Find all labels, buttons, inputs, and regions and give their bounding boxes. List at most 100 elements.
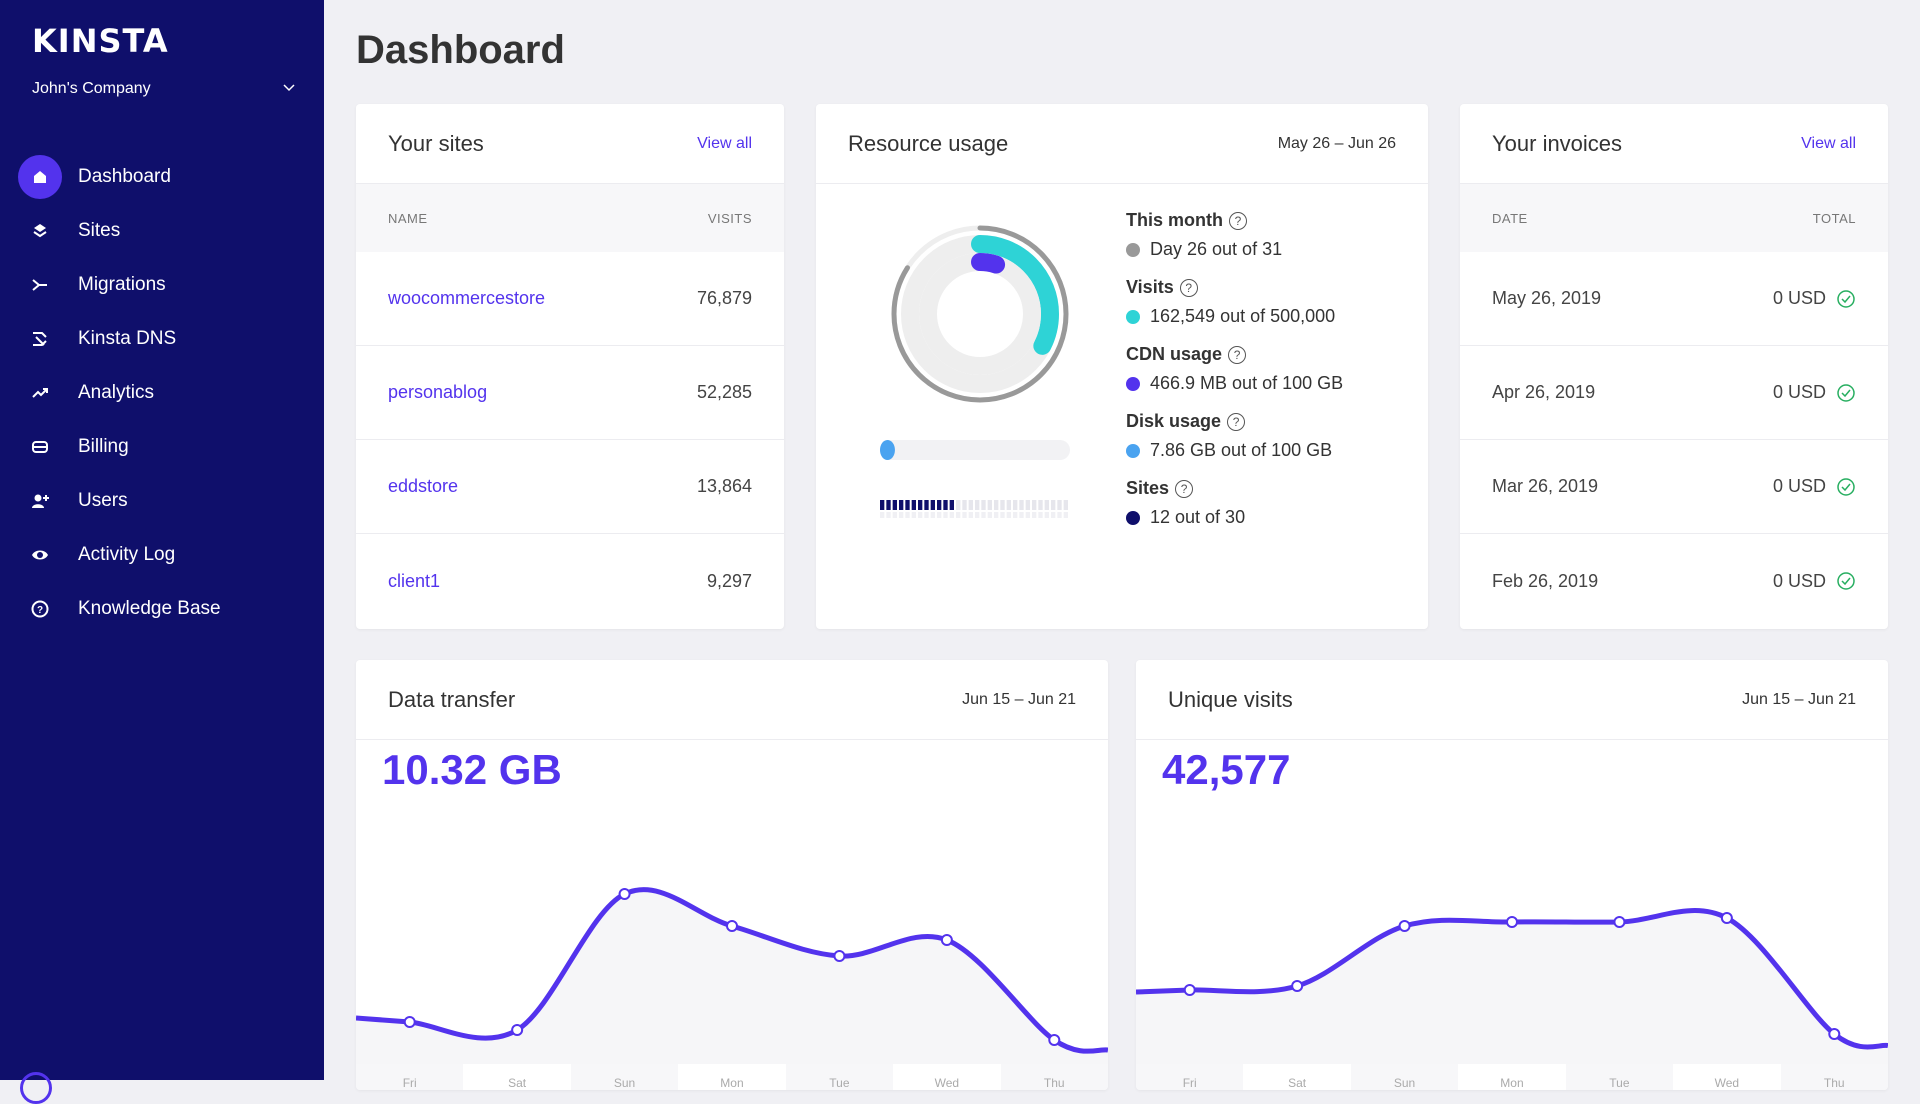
sidebar-item-label: Kinsta DNS	[78, 328, 177, 349]
add-user-icon	[18, 479, 62, 523]
x-axis-labels: Fri Sat Sun Mon Tue Wed Thu	[1136, 1064, 1888, 1090]
resource-usage-card: Resource usage May 26 – Jun 26 This mont…	[816, 104, 1428, 629]
table-row[interactable]: Mar 26, 2019 0 USD	[1460, 440, 1888, 534]
x-tick-label: Tue	[1565, 1064, 1674, 1090]
site-link[interactable]: eddstore	[388, 476, 459, 496]
table-row[interactable]: client1 9,297	[356, 534, 784, 628]
invoice-date: Feb 26, 2019	[1492, 570, 1599, 591]
data-transfer-chart	[356, 887, 1108, 1070]
visits-total: 42,577	[1162, 746, 1291, 793]
sidebar-item-activity-log[interactable]: Activity Log	[0, 528, 324, 582]
check-circle-icon	[1837, 383, 1855, 402]
sites-view-all-link[interactable]: View all	[697, 134, 752, 152]
table-row[interactable]: personablog 52,285	[356, 346, 784, 440]
table-row[interactable]: Apr 26, 2019 0 USD	[1460, 346, 1888, 440]
sites-bar-segment	[1019, 500, 1024, 510]
sites-bar-shadow	[962, 512, 967, 518]
help-icon[interactable]: ?	[1228, 345, 1247, 364]
help-icon[interactable]: ?	[1175, 479, 1194, 498]
sites-bar-shadow	[1025, 512, 1030, 518]
transfer-date-range[interactable]: Jun 15 – Jun 21	[962, 690, 1076, 708]
chart-data-point	[403, 1016, 416, 1028]
sidebar-item-sites[interactable]: Sites	[0, 204, 324, 258]
sites-bar-shadow	[880, 512, 885, 518]
invoices-table-header: DATE TOTAL	[1460, 184, 1888, 252]
sites-bar-segment	[962, 500, 967, 510]
page-title: Dashboard	[356, 28, 565, 72]
sites-bar-segment	[1032, 500, 1037, 510]
sites-bar-segment	[981, 500, 986, 510]
sites-bar-shadow	[1051, 512, 1056, 518]
table-row[interactable]: eddstore 13,864	[356, 440, 784, 534]
chart-data-point	[1048, 1034, 1061, 1046]
sidebar: KINSTA John's Company Dashboard Sites Mi…	[0, 0, 324, 1104]
site-link[interactable]: client1	[388, 570, 441, 591]
visits-card-header: Unique visits Jun 15 – Jun 21	[1136, 660, 1888, 740]
ring-center	[952, 286, 1008, 342]
disk-bar-track	[880, 440, 1070, 460]
sites-bar-segment	[994, 500, 999, 510]
chart-area-fill	[356, 889, 1108, 1070]
x-axis-labels: Fri Sat Sun Mon Tue Wed Thu	[356, 1064, 1108, 1090]
sites-bar-segment	[1025, 500, 1030, 510]
invoices-view-all-link[interactable]: View all	[1801, 134, 1856, 152]
sidebar-item-migrations[interactable]: Migrations	[0, 258, 324, 312]
avatar[interactable]	[20, 1072, 52, 1104]
unique-visits-card: Unique visits Jun 15 – Jun 21 42,577 Fri…	[1136, 660, 1888, 1090]
invoice-total: 0 USD	[1772, 570, 1826, 591]
x-tick-label: Fri	[356, 1064, 464, 1090]
help-icon[interactable]: ?	[1229, 211, 1247, 230]
sidebar-item-billing[interactable]: Billing	[0, 420, 324, 474]
sidebar-item-label: Billing	[78, 436, 129, 457]
visits-date-range[interactable]: Jun 15 – Jun 21	[1742, 690, 1856, 708]
chart-data-point	[618, 888, 631, 900]
table-row[interactable]: Feb 26, 2019 0 USD	[1460, 534, 1888, 628]
sites-bar-segment	[1051, 500, 1056, 510]
visits-card-title: Unique visits	[1168, 686, 1293, 712]
resource-date-range[interactable]: May 26 – Jun 26	[1277, 134, 1396, 152]
card-icon	[18, 425, 62, 469]
sites-bar-shadow	[956, 512, 961, 518]
invoices-card-title: Your invoices	[1492, 130, 1623, 156]
stat-dot	[1126, 510, 1140, 525]
kinsta-logo[interactable]: KINSTA	[32, 22, 169, 60]
help-icon[interactable]: ?	[1227, 412, 1246, 431]
company-switcher[interactable]: John's Company	[32, 80, 151, 97]
sidebar-item-knowledge-base[interactable]: ? Knowledge Base	[0, 582, 324, 636]
sites-bar-segment	[1000, 500, 1005, 510]
sidebar-item-analytics[interactable]: Analytics	[0, 366, 324, 420]
chart-data-point	[1291, 980, 1304, 992]
sidebar-item-label: Knowledge Base	[78, 598, 221, 619]
sites-bar-segment	[1057, 500, 1062, 510]
transfer-card-title: Data transfer	[388, 686, 516, 712]
table-row[interactable]: May 26, 2019 0 USD	[1460, 252, 1888, 346]
resource-card-title: Resource usage	[848, 130, 1009, 156]
chevron-down-icon[interactable]	[282, 80, 296, 94]
data-transfer-card: Data transfer Jun 15 – Jun 21 10.32 GB F…	[356, 660, 1108, 1090]
site-link[interactable]: personablog	[388, 382, 488, 402]
sites-bar-segment-filled	[918, 500, 923, 510]
x-tick-label: Sun	[570, 1064, 679, 1090]
x-tick-label: Thu	[1000, 1064, 1108, 1090]
help-icon[interactable]: ?	[1179, 278, 1198, 297]
invoice-date: May 26, 2019	[1492, 288, 1602, 308]
sites-bar-segment-filled	[880, 500, 885, 510]
sidebar-item-dashboard[interactable]: Dashboard	[0, 150, 324, 204]
ring-cdn	[919, 253, 1041, 375]
column-header-name: NAME	[388, 210, 428, 226]
usage-ring-chart	[891, 225, 1069, 403]
sidebar-item-kinsta-dns[interactable]: Kinsta DNS	[0, 312, 324, 366]
column-header-date: DATE	[1492, 210, 1528, 226]
home-icon	[18, 155, 62, 199]
site-link[interactable]: woocommercestore	[388, 288, 546, 308]
sites-bar-shadow	[975, 512, 980, 518]
invoice-date: Apr 26, 2019	[1492, 382, 1596, 402]
stat-dot	[1126, 443, 1140, 458]
chart-data-point	[1398, 920, 1411, 932]
table-row[interactable]: woocommercestore 76,879	[356, 252, 784, 346]
sidebar-item-users[interactable]: Users	[0, 474, 324, 528]
x-tick-label: Thu	[1780, 1064, 1888, 1090]
usage-bars	[880, 440, 1070, 518]
stat-label: This month	[1126, 210, 1223, 230]
layers-icon	[18, 209, 62, 253]
